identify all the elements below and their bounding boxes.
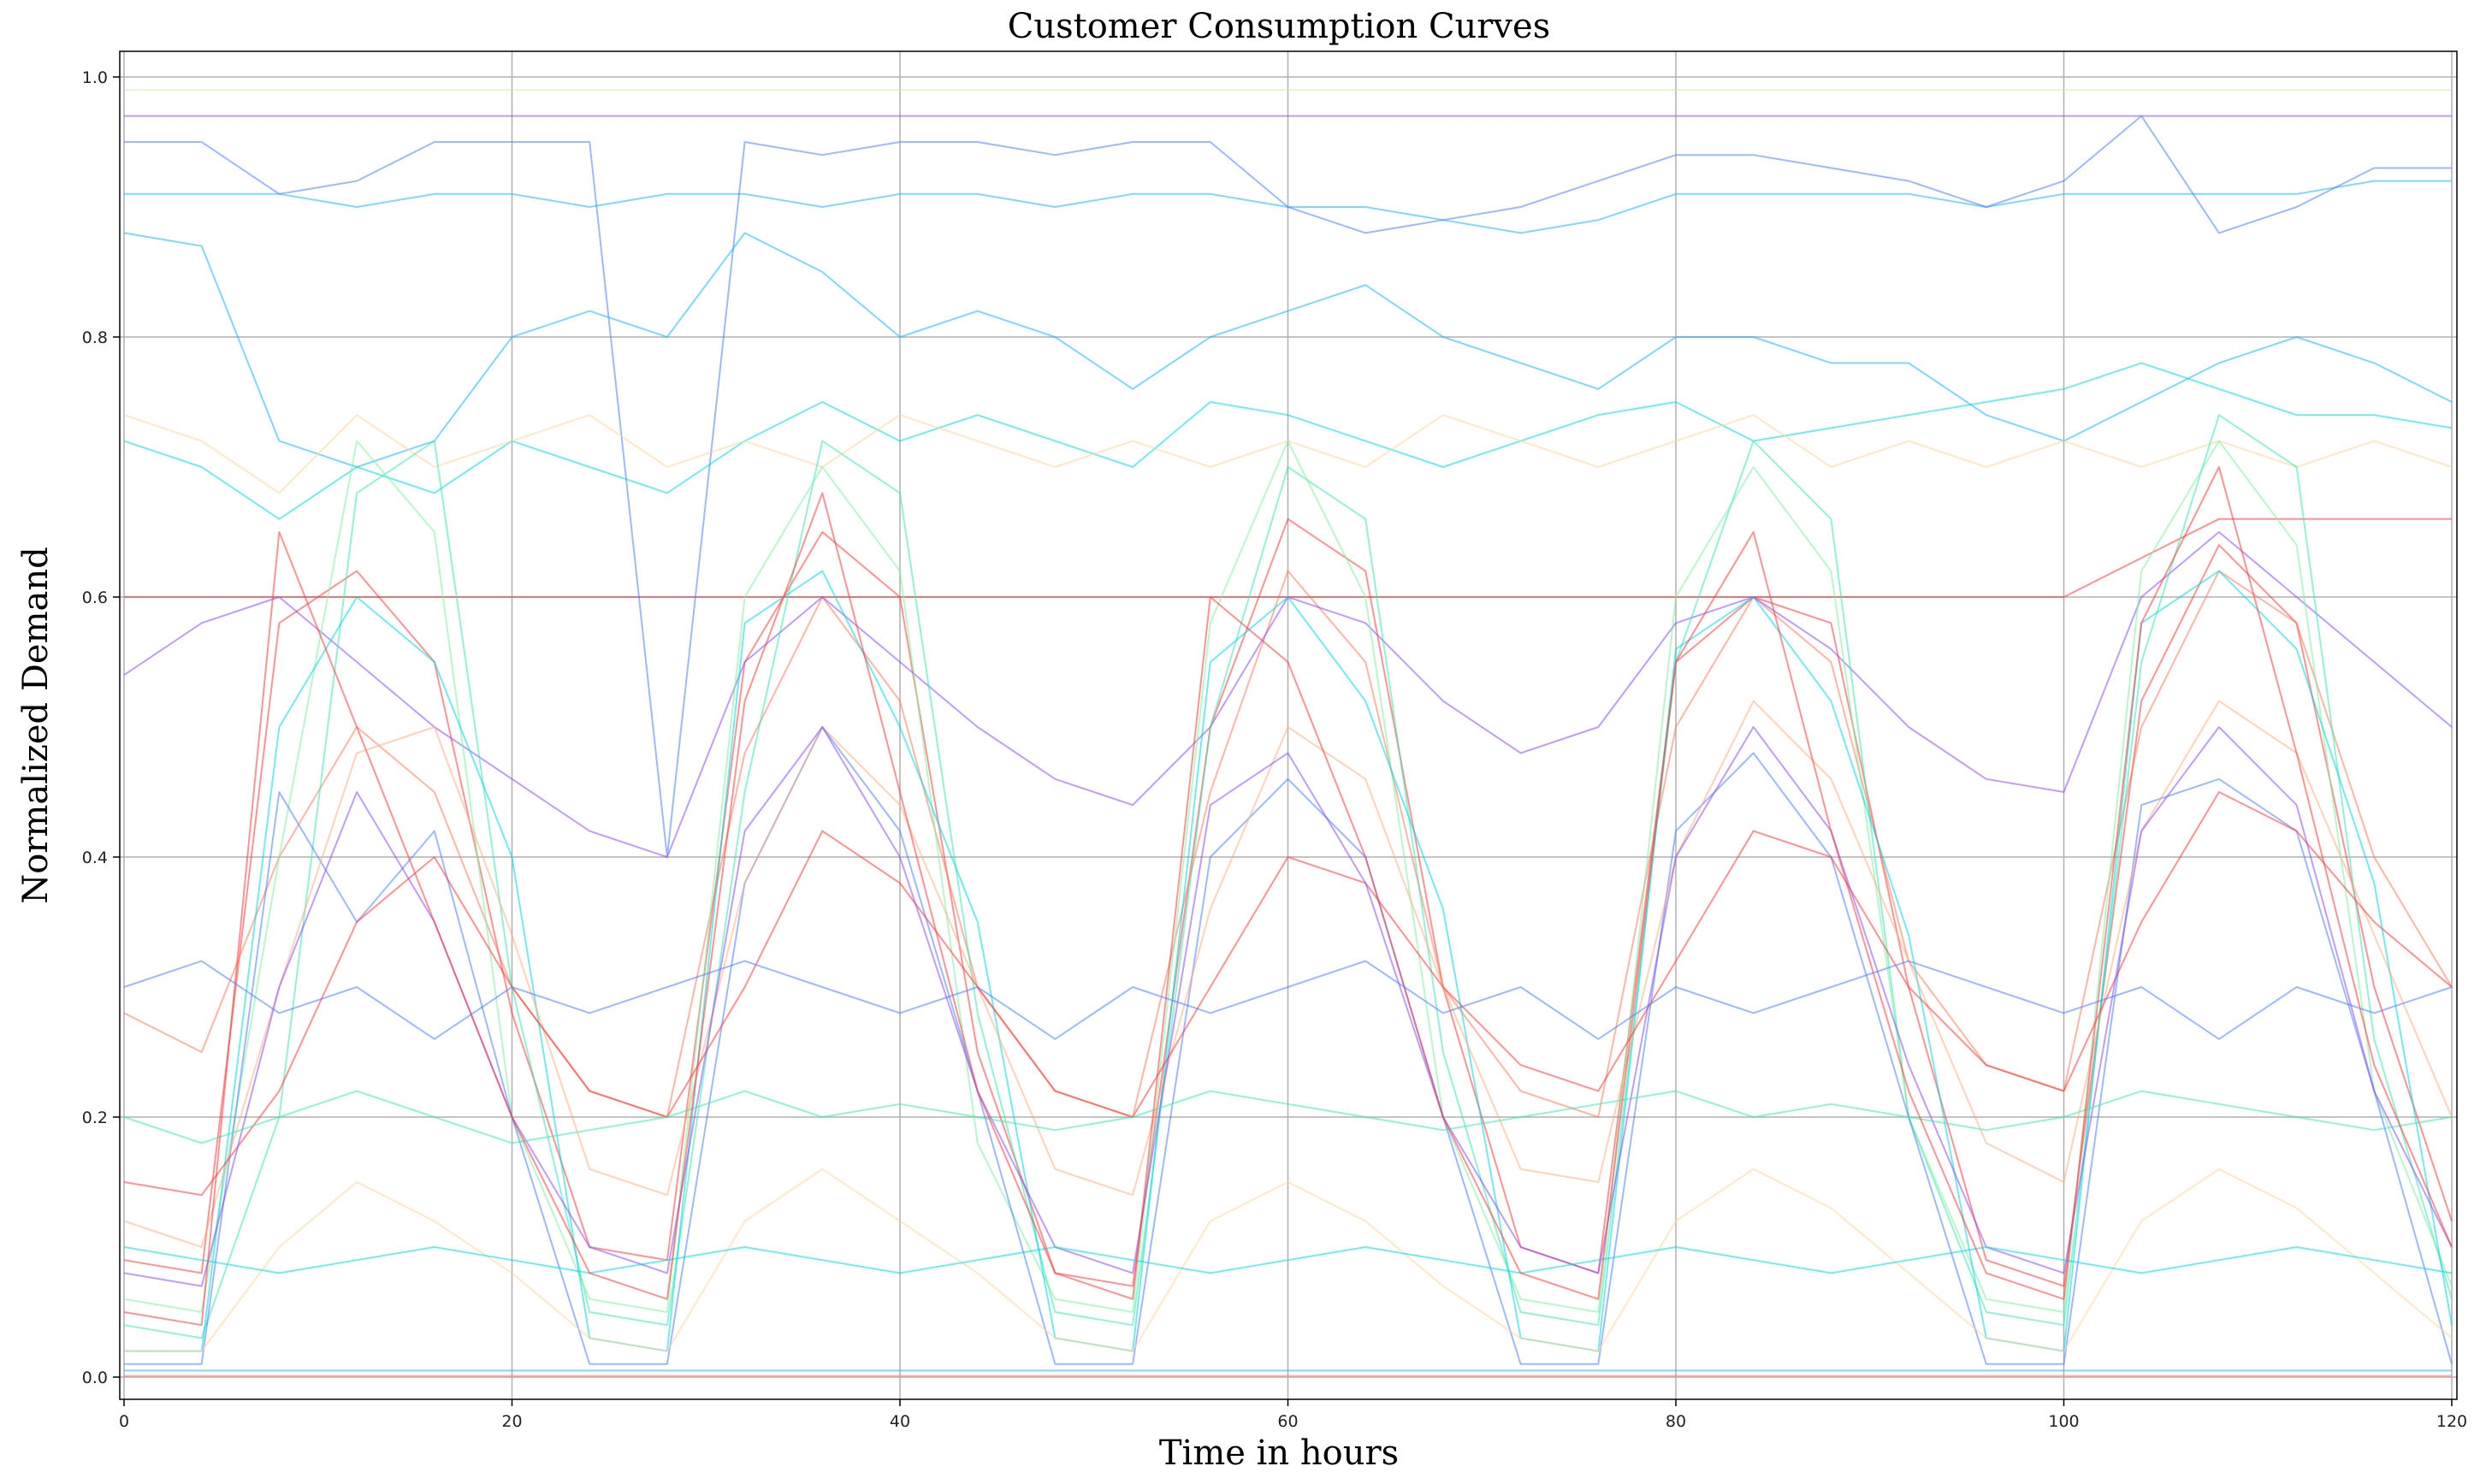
y-tick-label: 0.6	[82, 588, 108, 607]
curves	[123, 89, 2453, 1377]
x-tick-label: 80	[1666, 1412, 1686, 1431]
x-tick-label: 40	[890, 1412, 910, 1431]
series-line-18	[124, 1168, 2453, 1352]
y-axis: 0.0 0.2 0.4 0.6 0.8 1.0	[82, 68, 120, 1387]
x-tick-label: 0	[119, 1412, 129, 1431]
series-line-15	[123, 700, 2453, 1248]
y-tick-label: 1.0	[82, 68, 108, 87]
x-axis-label: Time in hours	[1159, 1434, 1399, 1473]
y-tick-label: 0.8	[82, 328, 108, 347]
y-tick-label: 0.4	[82, 848, 108, 867]
series-line-21	[123, 1090, 2453, 1144]
chart-title: Customer Consumption Curves	[1008, 7, 1550, 46]
y-tick-label: 0.2	[82, 1109, 108, 1127]
x-axis: 0 20 40 60 80 100 120	[119, 1399, 2467, 1431]
series-line-23	[123, 466, 2453, 1327]
x-tick-label: 20	[501, 1412, 522, 1431]
x-tick-label: 60	[1277, 1412, 1298, 1431]
series-line-6	[124, 115, 2452, 858]
series-line-22	[123, 1246, 2453, 1274]
x-tick-label: 100	[2048, 1412, 2079, 1431]
y-tick-label: 0.0	[82, 1369, 108, 1387]
series-line-24	[123, 960, 2453, 1040]
series-line-0	[123, 517, 2453, 1287]
x-tick-label: 120	[2436, 1412, 2467, 1431]
grid	[120, 51, 2457, 1399]
y-axis-label: Normalized Demand	[16, 547, 56, 904]
